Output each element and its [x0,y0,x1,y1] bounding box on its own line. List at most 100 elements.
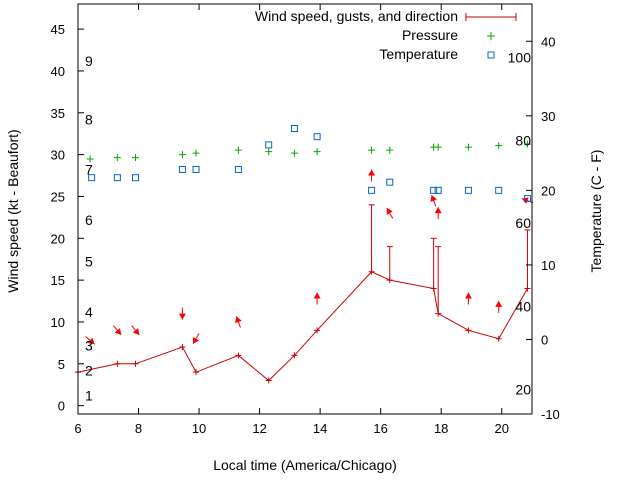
y-right-tick-label: 0 [541,332,548,347]
x-axis-title: Local time (America/Chicago) [213,457,397,473]
x-tick-label: 16 [373,421,387,436]
wind-arrow-head [386,207,393,215]
temperature-point [113,174,121,182]
beaufort-label: 5 [85,254,93,270]
wind-speed-point [386,277,393,284]
temperature-point [290,124,298,132]
temperature-point [495,186,503,194]
x-tick-label: 18 [434,421,448,436]
pressure-point [265,148,273,156]
pressure-point [313,148,321,156]
wind-speed-point [265,377,272,384]
pressure-point [368,146,376,154]
wind-arrow-head [235,316,242,324]
legend-temperature-label: Temperature [379,46,458,62]
x-tick-label: 20 [494,421,508,436]
wind-arrow-head [464,292,472,299]
pressure-point [113,154,121,162]
pressure-point [434,143,442,151]
wind-speed-point [435,310,442,317]
y-right-tick-label: 30 [541,109,555,124]
wind-arrow-head [193,336,200,344]
pressure-point [178,151,186,159]
legend: Wind speed, gusts, and direction Pressur… [255,8,517,62]
beaufort-label: 2 [85,362,93,378]
y-left-tick-label: 0 [58,399,65,414]
y-left-tick-label: 15 [51,273,65,288]
legend-pressure-label: Pressure [402,27,458,43]
y-left-tick-label: 5 [58,357,65,372]
fahrenheit-label: 100 [508,50,532,66]
pressure-point [234,146,242,154]
wind-speed-point [430,285,437,292]
beaufort-label: 4 [85,304,93,320]
fahrenheit-label: 60 [515,215,531,231]
temperature-point [523,195,531,203]
wind-arrow-head [434,207,442,214]
wind-speed-line [77,271,528,382]
wind-speed-point [235,352,242,359]
x-tick-label: 6 [74,421,81,436]
legend-wind-swatch [465,13,517,21]
y-left-tick-label: 45 [51,22,65,37]
wind-speed-point [524,285,531,292]
wind-arrow-head [430,194,437,202]
wind-speed-point [314,327,321,334]
temperature-point [192,165,200,173]
beaufort-label: 1 [85,388,93,404]
axis-labels: 6 8 10 12 14 16 18 20051015202530354045-1001020… [51,22,560,436]
y-left-tick-label: 25 [51,189,65,204]
wind-arrow-head [114,328,122,335]
y-left-axis-title: Wind speed (kt - Beaufort) [5,129,21,292]
wind-arrow-head [368,169,376,176]
y-left-tick-label: 20 [51,231,65,246]
wind-arrow-head [313,292,321,299]
pressure-point [495,142,503,150]
wind-arrow-head [495,300,503,307]
plot-frame [77,3,533,415]
beaufort-label: 8 [85,111,93,127]
pressure-point [523,140,531,148]
y-right-tick-label: 10 [541,258,555,273]
temperature-point [234,165,242,173]
wind-speed-point [465,327,472,334]
pressure-point [290,149,298,157]
x-tick-label: 10 [192,421,206,436]
beaufort-label: 7 [85,162,93,178]
pressure-point [386,146,394,154]
temperature-point [434,186,442,194]
legend-temperature-swatch [487,51,495,59]
x-tick-label: 14 [313,421,327,436]
wind-speed-point [114,360,121,367]
x-tick-label: 8 [135,421,142,436]
pressure-point [464,143,472,151]
y-right-tick-label: -10 [541,407,560,422]
y-left-tick-label: 10 [51,315,65,330]
legend-wind-label: Wind speed, gusts, and direction [255,8,458,24]
wind-arrow-head [132,328,140,335]
temperature-point [132,174,140,182]
wind-arrow-head [521,197,529,204]
temperature-point [368,186,376,194]
axis-ticks [77,4,532,415]
pressure-point [192,149,200,157]
fahrenheit-label: 40 [515,299,531,315]
wind-arrow-head [178,313,186,320]
pressure-point [132,154,140,162]
y-right-tick-label: 40 [541,34,555,49]
temperature-point [430,186,438,194]
wind-speed-point [179,344,186,351]
fahrenheit-label: 80 [515,132,531,148]
y-left-tick-label: 40 [51,64,65,79]
temperature-point [386,178,394,186]
wind-arrow-head [87,337,95,345]
plot-marks [75,124,534,384]
wind-speed-point [368,268,375,275]
fahrenheit-label: 20 [515,381,531,397]
wind-speed-point [132,360,139,367]
y-left-tick-label: 35 [51,106,65,121]
y-right-axis-title: Temperature (C - F) [588,150,604,273]
beaufort-label: 6 [85,212,93,228]
wind-speed-point [193,369,200,376]
